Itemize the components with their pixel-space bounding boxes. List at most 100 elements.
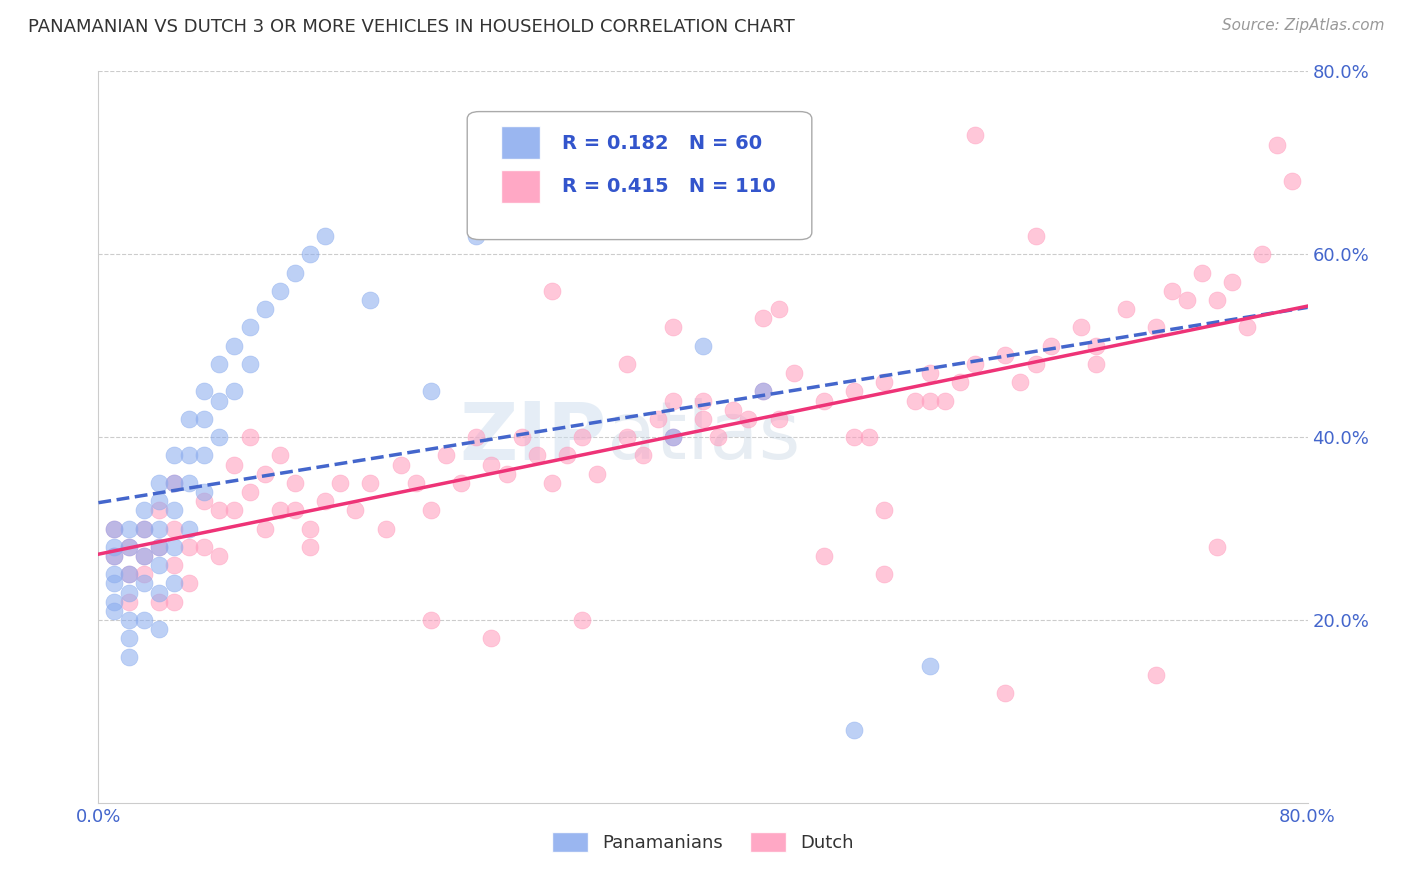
- Point: [118, 540, 141, 554]
- Point: [269, 503, 291, 517]
- Legend: Panamanians, Dutch: Panamanians, Dutch: [544, 824, 862, 860]
- Point: [148, 622, 170, 636]
- Point: [208, 503, 231, 517]
- Point: [752, 311, 775, 326]
- Point: [360, 293, 382, 307]
- Point: [1191, 266, 1213, 280]
- FancyBboxPatch shape: [501, 170, 540, 203]
- Point: [723, 402, 745, 417]
- Point: [1024, 229, 1046, 244]
- Point: [1070, 320, 1092, 334]
- Point: [555, 448, 578, 462]
- Point: [179, 412, 201, 426]
- Point: [1144, 667, 1167, 681]
- Point: [314, 494, 336, 508]
- Point: [299, 247, 322, 261]
- Point: [179, 540, 201, 554]
- Point: [1024, 357, 1046, 371]
- Point: [1220, 275, 1243, 289]
- Point: [844, 430, 866, 444]
- Point: [737, 412, 759, 426]
- Point: [163, 448, 186, 462]
- Point: [661, 430, 683, 444]
- Point: [179, 475, 201, 490]
- Point: [934, 393, 956, 408]
- Point: [1085, 338, 1108, 352]
- Point: [994, 348, 1017, 362]
- Point: [586, 467, 609, 481]
- Point: [103, 521, 125, 535]
- Point: [284, 503, 307, 517]
- Point: [103, 567, 125, 582]
- Point: [904, 393, 927, 408]
- Point: [1251, 247, 1274, 261]
- Point: [148, 540, 170, 554]
- Point: [148, 585, 170, 599]
- Point: [284, 475, 307, 490]
- Point: [118, 613, 141, 627]
- Point: [179, 521, 201, 535]
- Point: [224, 458, 246, 472]
- Point: [163, 576, 186, 591]
- Point: [540, 475, 562, 490]
- Point: [299, 540, 322, 554]
- Point: [647, 412, 669, 426]
- Point: [239, 430, 262, 444]
- Point: [873, 503, 896, 517]
- Point: [193, 412, 215, 426]
- Point: [193, 384, 215, 399]
- Text: Source: ZipAtlas.com: Source: ZipAtlas.com: [1222, 18, 1385, 33]
- Point: [132, 567, 155, 582]
- Point: [269, 448, 291, 462]
- Point: [540, 284, 562, 298]
- Point: [783, 366, 806, 380]
- Point: [224, 338, 246, 352]
- Point: [118, 585, 141, 599]
- Point: [148, 475, 170, 490]
- Point: [616, 357, 638, 371]
- Point: [103, 549, 125, 563]
- Point: [965, 128, 987, 143]
- Point: [1144, 320, 1167, 334]
- Point: [103, 576, 125, 591]
- Point: [1115, 301, 1137, 317]
- Point: [193, 494, 215, 508]
- Point: [148, 521, 170, 535]
- Point: [163, 558, 186, 573]
- Point: [389, 458, 412, 472]
- Point: [1175, 293, 1198, 307]
- Point: [965, 357, 987, 371]
- Point: [692, 338, 714, 352]
- Point: [163, 594, 186, 608]
- Point: [224, 384, 246, 399]
- Point: [103, 604, 125, 618]
- Point: [918, 393, 941, 408]
- Point: [103, 521, 125, 535]
- Point: [148, 594, 170, 608]
- Point: [103, 540, 125, 554]
- Point: [329, 475, 352, 490]
- Point: [253, 521, 276, 535]
- Point: [1281, 174, 1303, 188]
- Point: [103, 594, 125, 608]
- Point: [132, 521, 155, 535]
- Point: [148, 503, 170, 517]
- Text: PANAMANIAN VS DUTCH 3 OR MORE VEHICLES IN HOUSEHOLD CORRELATION CHART: PANAMANIAN VS DUTCH 3 OR MORE VEHICLES I…: [28, 18, 794, 36]
- Point: [1010, 375, 1032, 389]
- Point: [132, 549, 155, 563]
- Point: [918, 366, 941, 380]
- Point: [208, 357, 231, 371]
- Point: [1085, 357, 1108, 371]
- Point: [752, 384, 775, 399]
- Point: [510, 430, 533, 444]
- Point: [163, 521, 186, 535]
- Point: [118, 521, 141, 535]
- Point: [707, 430, 730, 444]
- Text: ZIP: ZIP: [458, 398, 606, 476]
- Point: [239, 320, 262, 334]
- Point: [299, 521, 322, 535]
- Point: [616, 430, 638, 444]
- Point: [314, 229, 336, 244]
- Point: [1236, 320, 1258, 334]
- Point: [873, 375, 896, 389]
